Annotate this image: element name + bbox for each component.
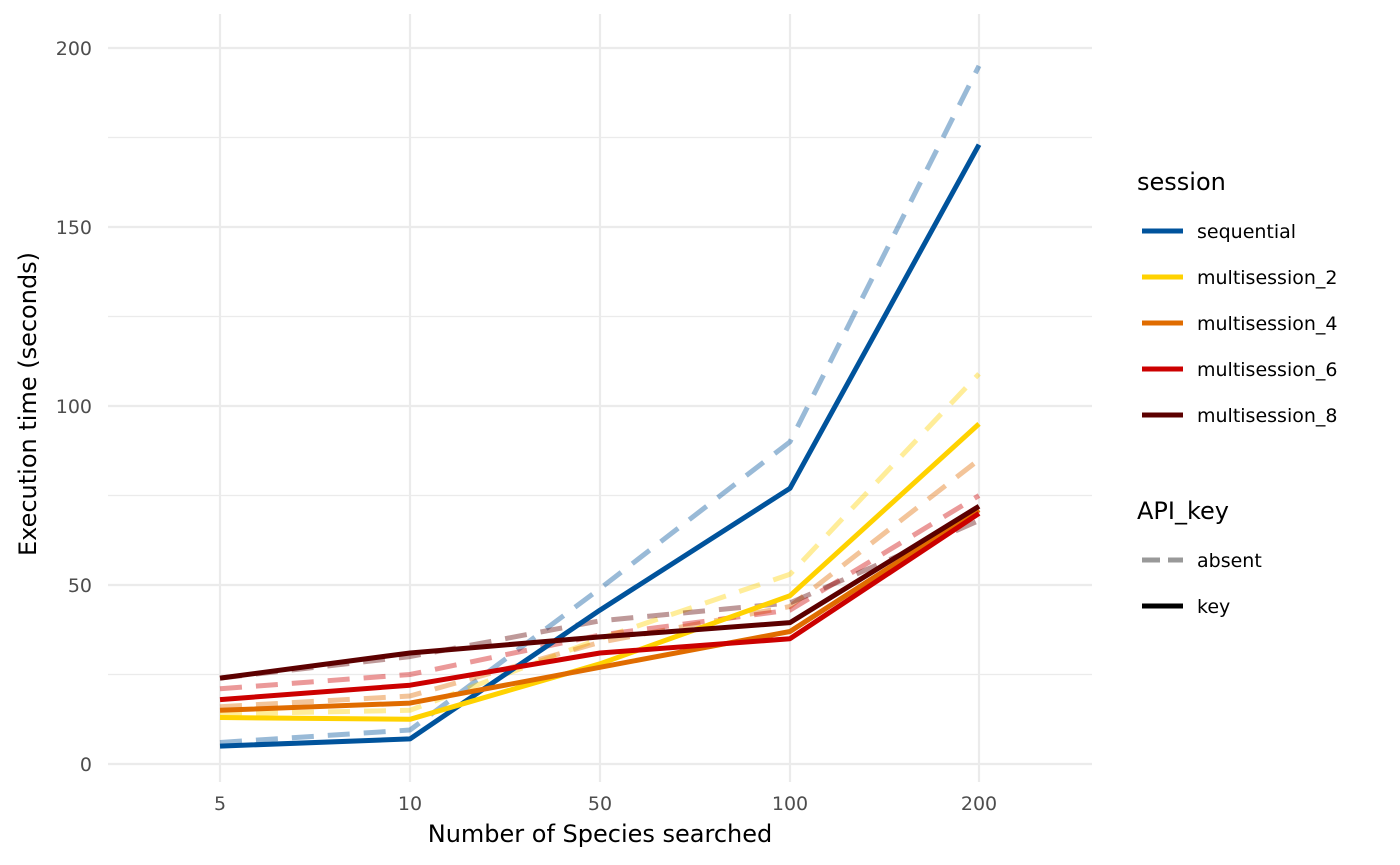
x-tick-label: 10 <box>398 793 422 815</box>
legend-label-multisession_6: multisession_6 <box>1197 359 1337 381</box>
legend-label-key: key <box>1197 596 1230 618</box>
x-axis-title: Number of Species searched <box>428 820 773 848</box>
major-gridlines <box>108 14 1092 782</box>
x-tick-label: 200 <box>961 793 997 815</box>
y-axis-title: Execution time (seconds) <box>14 252 42 556</box>
series-line-sequential-key <box>219 143 982 749</box>
key-series-group <box>219 143 982 749</box>
series-line-multisession_6-key <box>219 511 981 703</box>
x-axis-ticks: 5 10 50 100 200 <box>214 793 997 815</box>
series-line-multisession_6-absent <box>219 493 981 692</box>
y-axis-ticks: 0 50 100 150 200 <box>56 38 92 776</box>
series-line-multisession_2-key <box>219 422 981 722</box>
x-tick-label: 100 <box>772 793 808 815</box>
legend-title-session: session <box>1137 168 1226 196</box>
legend-label-multisession_8: multisession_8 <box>1197 405 1337 427</box>
legend-label-multisession_2: multisession_2 <box>1197 267 1337 289</box>
y-tick-label: 50 <box>68 575 92 597</box>
series-line-sequential-absent <box>219 64 982 745</box>
x-tick-label: 5 <box>214 793 226 815</box>
y-tick-label: 100 <box>56 396 92 418</box>
y-tick-label: 0 <box>80 754 92 776</box>
series-line-multisession_8-key <box>219 504 981 681</box>
y-tick-label: 150 <box>56 217 92 239</box>
legend-label-multisession_4: multisession_4 <box>1197 313 1337 335</box>
series-line-multisession_2-absent <box>219 372 981 717</box>
x-tick-label: 50 <box>588 793 612 815</box>
legend-label-absent: absent <box>1197 550 1262 572</box>
series-line-multisession_4-absent <box>219 457 981 710</box>
legend-label-sequential: sequential <box>1197 221 1296 243</box>
legend-title-api-key: API_key <box>1137 497 1229 525</box>
series-line-multisession_4-key <box>219 507 981 713</box>
legend: session sequential multisession_2 multisess… <box>1137 168 1337 618</box>
y-tick-label: 200 <box>56 38 92 60</box>
